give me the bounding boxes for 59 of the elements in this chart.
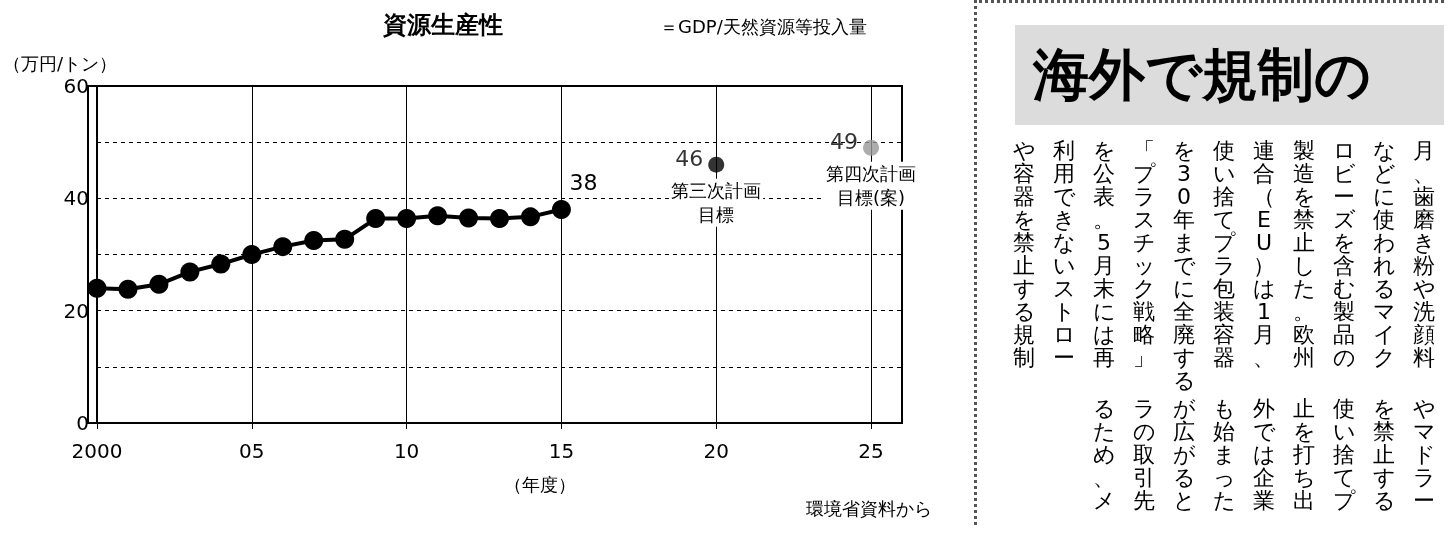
- x-tick-label: 15: [548, 439, 575, 463]
- point: [149, 274, 169, 294]
- text: 環境省資料から: [806, 497, 932, 519]
- text: が広がると: [1172, 396, 1196, 515]
- point: [708, 156, 725, 173]
- point: [211, 254, 231, 274]
- chart-subtitle: ＝GDP/天然資源等投入量: [660, 15, 867, 37]
- y-tick-label: 0: [76, 411, 89, 435]
- x-tick-label: 2000: [71, 439, 123, 463]
- point: [273, 237, 293, 257]
- point: [428, 206, 448, 226]
- x-tick-label: 25: [858, 439, 884, 463]
- text: などに使われるマイク: [1372, 138, 1396, 370]
- text: や容器を禁止する規制: [1012, 138, 1036, 370]
- chart-title: 資源生産性: [382, 11, 503, 39]
- point: [366, 209, 386, 229]
- data-label: 46: [675, 146, 704, 172]
- text: るため、メ: [1092, 396, 1116, 515]
- point: [863, 139, 880, 156]
- text: 止を打ち出: [1292, 396, 1316, 515]
- text: 月、歯磨き粉や洗顔料: [1412, 138, 1436, 370]
- point: [459, 208, 479, 228]
- data-label: 38: [569, 169, 598, 195]
- point: [180, 262, 200, 282]
- text: も始まった: [1212, 396, 1236, 515]
- data-label: 49: [830, 129, 859, 155]
- text: 連合（EU）は1月、: [1252, 138, 1276, 370]
- text: ロビーズを含む製品の: [1332, 138, 1356, 370]
- y-tick-label: 60: [63, 74, 89, 98]
- y-tick-label: 40: [63, 186, 89, 211]
- x-tick-label: 05: [239, 439, 265, 463]
- point: [87, 278, 107, 298]
- annotation: 第四次計画目標(案): [826, 163, 917, 209]
- text: を30年までに全廃する: [1172, 138, 1196, 393]
- point: [520, 207, 540, 227]
- x-tick-label: 10: [393, 439, 420, 463]
- point: [397, 209, 417, 229]
- point: [118, 279, 138, 299]
- x-axis-title: （年度）: [503, 473, 576, 495]
- text: ラの取引先: [1132, 396, 1156, 515]
- point: [304, 230, 324, 250]
- annotation: 第三次計画目標: [671, 180, 762, 226]
- point: [490, 209, 509, 229]
- y-tick-label: 20: [63, 298, 89, 323]
- text: を禁止する: [1372, 396, 1396, 515]
- text: を公表。5月末には再: [1092, 138, 1116, 370]
- point: [551, 200, 571, 220]
- text: 外では企業: [1252, 396, 1276, 515]
- point: [335, 229, 355, 249]
- text: 使い捨てプ: [1332, 396, 1356, 515]
- x-tick-label: 20: [703, 439, 729, 463]
- text: 使い捨てプラ包装容器: [1212, 138, 1236, 370]
- y-axis-title: （万円/トン）: [3, 52, 118, 74]
- text: 「プラスチック戦略」: [1132, 138, 1156, 370]
- text: やマドラー: [1412, 396, 1436, 515]
- text: 利用できないストロー: [1052, 138, 1076, 370]
- text: 製造を禁止した。欧州: [1292, 138, 1316, 370]
- point: [242, 245, 262, 264]
- text: 海外で規制の: [1031, 41, 1372, 109]
